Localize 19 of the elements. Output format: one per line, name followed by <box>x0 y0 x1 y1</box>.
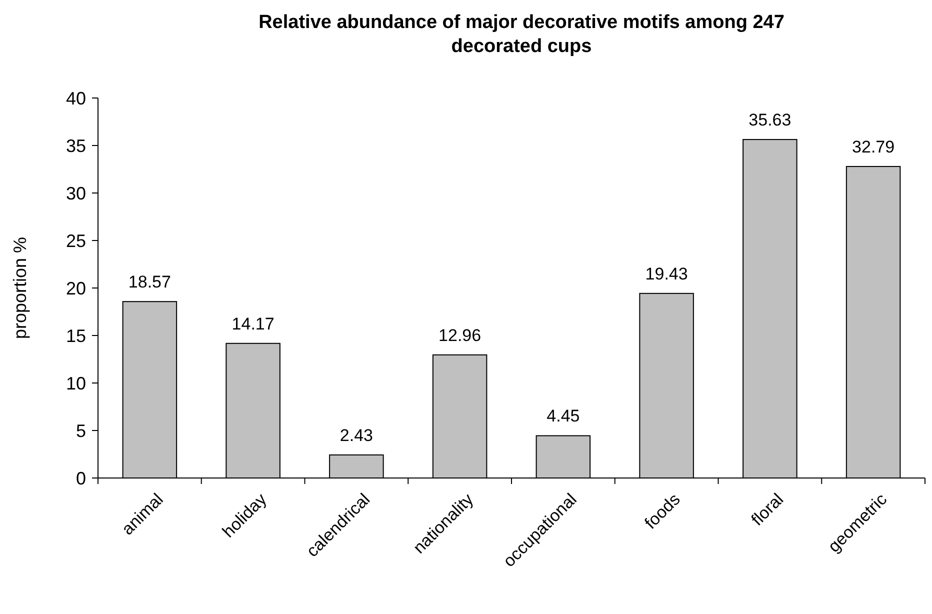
y-tick-label: 30 <box>66 183 86 204</box>
data-label: 19.43 <box>645 264 688 284</box>
y-tick-label: 35 <box>66 136 86 156</box>
y-tick-label: 0 <box>76 468 86 488</box>
y-axis-title: proportion % <box>10 236 30 340</box>
data-label: 35.63 <box>748 110 792 130</box>
data-label: 18.57 <box>128 272 171 292</box>
chart-title: Relative abundance of major decorative motifs among 247 decorated cups <box>258 12 784 57</box>
y-tick-label: 25 <box>66 230 86 251</box>
data-label: 32.79 <box>852 137 895 156</box>
y-tick-label: 20 <box>66 278 86 298</box>
data-label: 2.43 <box>340 426 373 445</box>
data-label: 4.45 <box>546 406 580 426</box>
data-label: 14.17 <box>232 314 274 334</box>
y-tick-label: 5 <box>76 420 86 441</box>
y-tick-label: 15 <box>66 326 86 346</box>
y-tick-label: 10 <box>66 373 86 394</box>
data-label: 12.96 <box>438 326 482 345</box>
y-tick-label: 40 <box>66 88 86 108</box>
